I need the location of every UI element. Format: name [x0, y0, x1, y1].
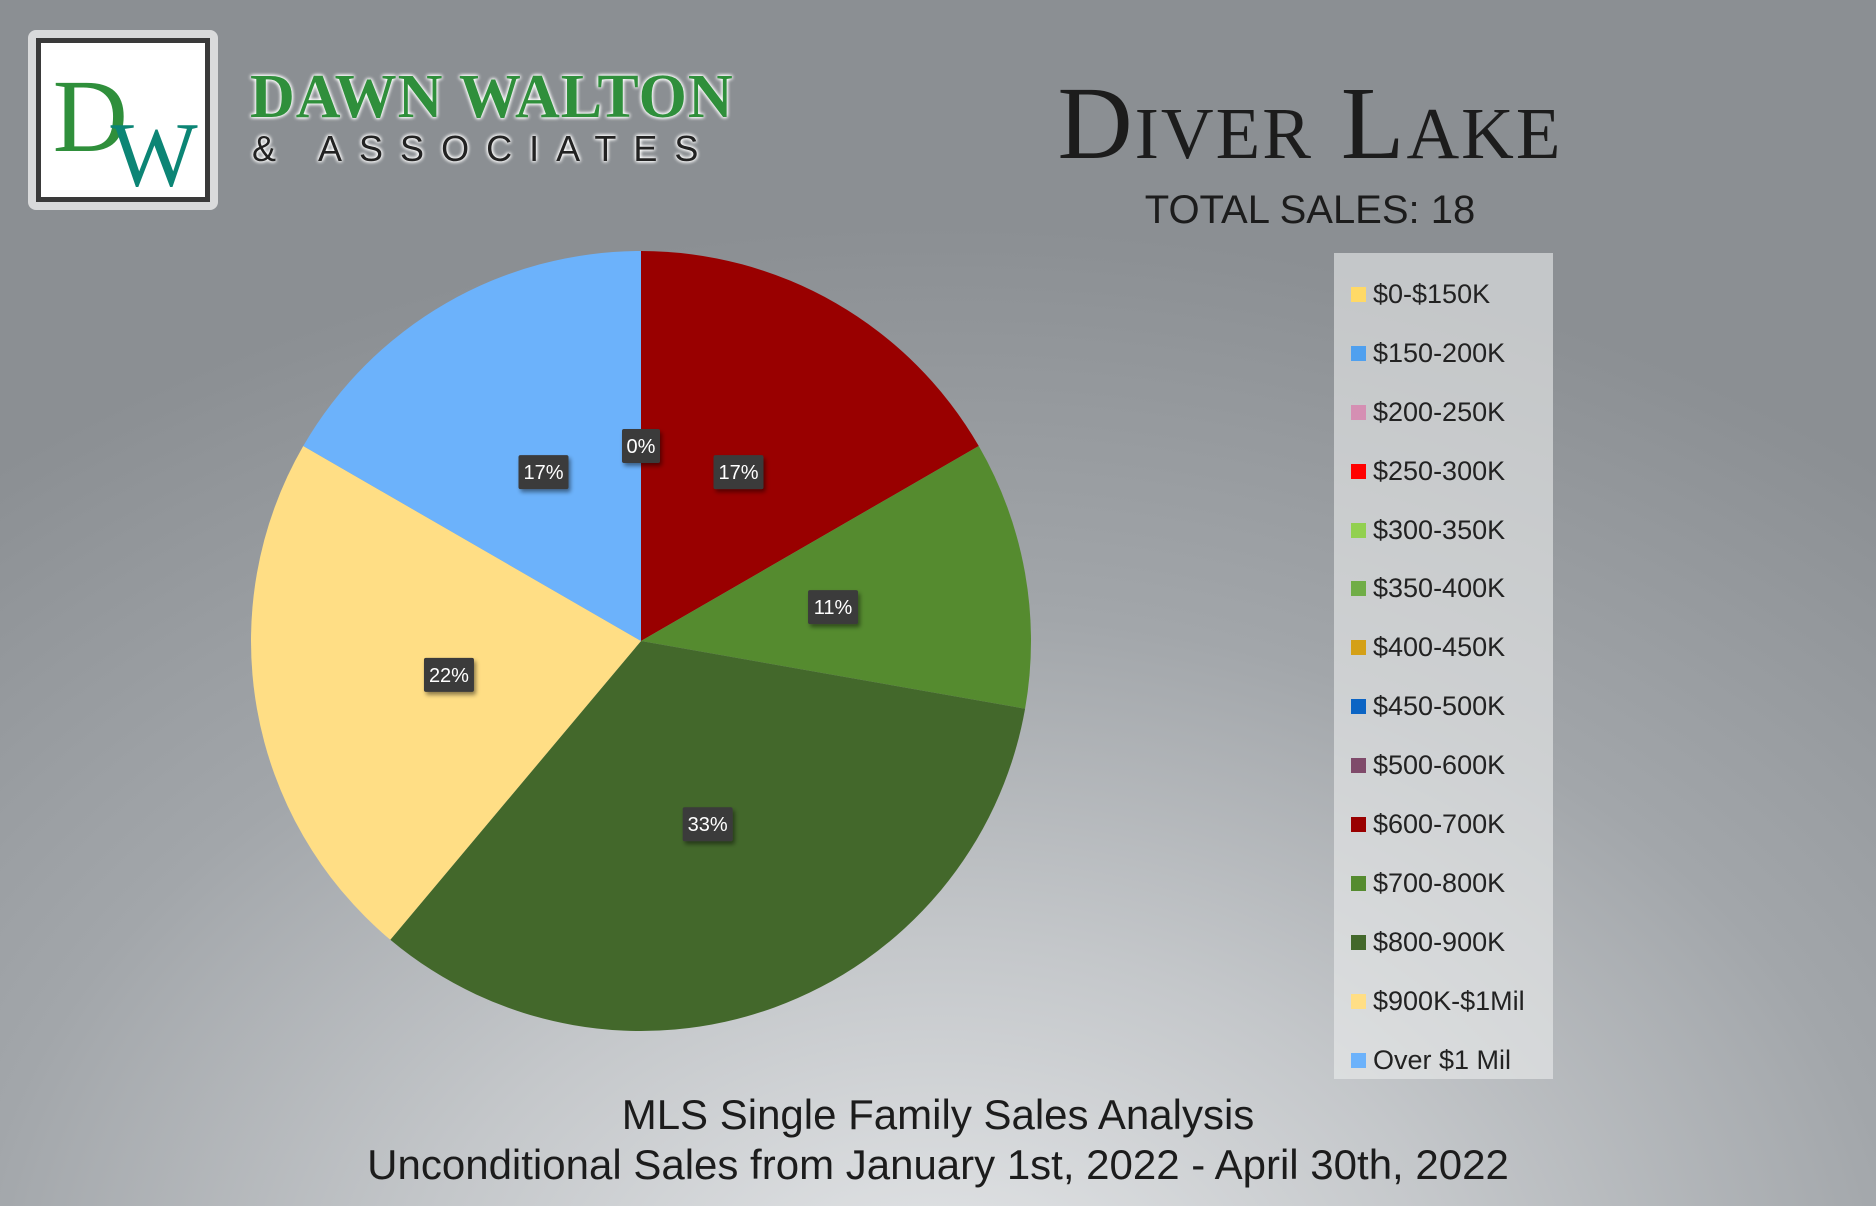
data-label-over-1-mil: 17% — [518, 455, 569, 490]
logo-monogram: D W — [53, 59, 198, 197]
svg-text:W: W — [110, 103, 197, 197]
legend-item-150-200k: $150-200K — [1334, 324, 1553, 383]
svg-text:11%: 11% — [814, 597, 853, 619]
legend-swatch — [1351, 1052, 1366, 1068]
svg-text:22%: 22% — [429, 665, 469, 687]
pie-slice-700-800k — [641, 446, 1031, 709]
svg-text:D: D — [53, 59, 128, 174]
legend-swatch — [1351, 345, 1366, 361]
legend-label: $0-$150K — [1373, 278, 1491, 309]
legend-label: $700-800K — [1373, 867, 1506, 898]
legend-item-0-150k: $0-$150K — [1334, 265, 1553, 324]
legend-swatch — [1351, 581, 1366, 597]
legend-swatch — [1351, 934, 1366, 950]
page-title: Diver Lake — [1057, 66, 1563, 181]
legend-swatch — [1351, 640, 1366, 656]
legend-item-600-700k: $600-700K — [1334, 795, 1553, 854]
legend-swatch — [1351, 286, 1366, 302]
pie-slice-over-1-mil — [303, 251, 641, 641]
data-label-250-300k: 0% — [622, 429, 660, 463]
brand-subtitle: & ASSOCIATES — [252, 128, 716, 169]
legend-swatch — [1351, 404, 1366, 420]
svg-text:17%: 17% — [718, 462, 758, 484]
data-label-700-800k: 11% — [808, 590, 859, 625]
legend-item-300-350k: $300-350K — [1334, 501, 1553, 560]
legend-swatch — [1351, 993, 1366, 1009]
footer-title: MLS Single Family Sales Analysis — [621, 1091, 1255, 1138]
legend-item-800-900k: $800-900K — [1334, 913, 1553, 972]
legend-label: $250-300K — [1373, 455, 1506, 486]
legend-label: $400-450K — [1373, 632, 1506, 663]
legend-swatch — [1351, 758, 1366, 774]
legend-swatch — [1351, 463, 1366, 479]
logo-monogram-box: D W — [36, 38, 210, 202]
brand-name: DAWN WALTON — [250, 63, 734, 131]
legend-label: $450-500K — [1373, 691, 1506, 722]
legend-swatch — [1351, 699, 1366, 715]
total-sales: TOTAL SALES: 18 — [1144, 188, 1476, 232]
legend-label: $600-700K — [1373, 808, 1506, 839]
data-label-900k-1mil: 22% — [423, 657, 474, 692]
legend-label: $900K-$1Mil — [1373, 985, 1525, 1016]
pie-slice-600-700k — [641, 251, 979, 641]
data-label-800-900k: 33% — [682, 807, 733, 842]
legend-item-400-450k: $400-450K — [1334, 618, 1553, 677]
footer-date-range: Unconditional Sales from January 1st, 20… — [367, 1141, 1509, 1188]
legend-item-500-600k: $500-600K — [1334, 736, 1553, 795]
legend-label: $300-350K — [1373, 514, 1506, 545]
legend-label: $150-200K — [1373, 337, 1506, 368]
legend-swatch — [1351, 816, 1366, 832]
legend-label: $200-250K — [1373, 396, 1506, 427]
legend-label: $800-900K — [1373, 926, 1506, 957]
legend-swatch — [1351, 522, 1366, 538]
data-label-600-700k: 17% — [713, 455, 764, 490]
legend-label: $350-400K — [1373, 573, 1506, 604]
svg-text:17%: 17% — [523, 462, 563, 484]
logo-frame: D W — [28, 30, 218, 210]
legend-item-450-500k: $450-500K — [1334, 677, 1553, 736]
legend-item-900k-1mil: $900K-$1Mil — [1334, 972, 1553, 1031]
pie-slice-900k-1mil — [251, 446, 642, 940]
legend-item-700-800k: $700-800K — [1334, 854, 1553, 913]
legend-swatch — [1351, 875, 1366, 891]
svg-text:33%: 33% — [688, 814, 728, 836]
legend-label: Over $1 Mil — [1373, 1044, 1512, 1075]
chart-legend: $0-$150K $150-200K $200-250K $250-300K $300-… — [1334, 253, 1553, 1079]
legend-item-200-250k: $200-250K — [1334, 383, 1553, 442]
svg-text:0%: 0% — [627, 436, 656, 458]
legend-item-350-400k: $350-400K — [1334, 559, 1553, 618]
legend-item-over-1-mil: Over $1 Mil — [1334, 1031, 1553, 1090]
legend-item-250-300k: $250-300K — [1334, 442, 1553, 501]
legend-label: $500-600K — [1373, 750, 1506, 781]
